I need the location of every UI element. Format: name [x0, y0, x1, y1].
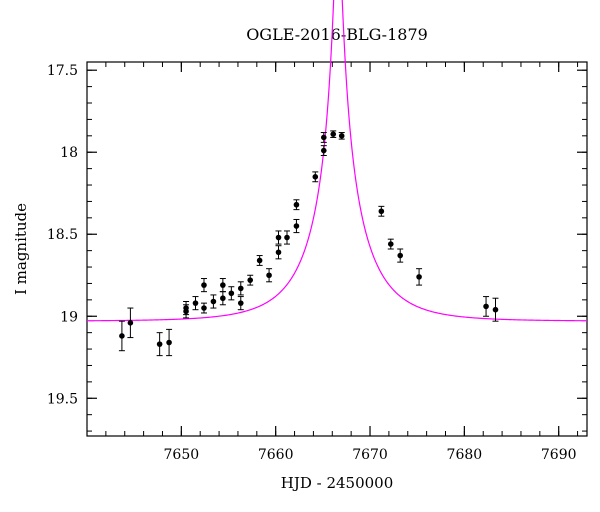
data-points [118, 130, 499, 357]
data-point [387, 241, 394, 247]
data-point [275, 234, 282, 241]
x-tick-label: 7650 [164, 447, 200, 463]
data-point [119, 333, 125, 339]
x-axis-label: HJD - 2450000 [281, 474, 394, 492]
data-point [237, 285, 244, 292]
data-point [220, 282, 226, 288]
y-axis-label: I magnitude [12, 203, 30, 295]
data-point [492, 306, 499, 313]
data-point [483, 303, 489, 310]
data-point [320, 134, 327, 141]
y-tick-label: 19.5 [47, 391, 78, 407]
x-tick-label: 7680 [447, 447, 483, 463]
data-point [166, 339, 172, 346]
y-tick-labels: 17.5 18 18.5 19 19.5 [47, 63, 78, 407]
minor-ticks [86, 62, 587, 436]
data-point [397, 252, 404, 259]
y-tick-label: 18.5 [47, 227, 78, 243]
data-point [237, 300, 244, 306]
y-tick-label: 18 [60, 145, 78, 161]
data-point [156, 341, 163, 347]
x-tick-label: 7690 [541, 447, 577, 463]
major-ticks [87, 62, 587, 436]
data-point [266, 272, 272, 279]
x-tick-labels: 7650 7660 7670 7680 7690 [164, 447, 577, 463]
data-point [127, 320, 134, 326]
data-point [275, 249, 282, 256]
plot-frame [86, 61, 588, 437]
data-point [378, 208, 385, 215]
data-point [210, 298, 217, 305]
x-tick-label: 7660 [258, 447, 294, 463]
y-tick-label: 17.5 [47, 63, 78, 79]
data-point [320, 147, 327, 154]
model-curve [87, 0, 587, 322]
data-point [293, 223, 300, 229]
data-point [312, 174, 319, 180]
data-point [293, 201, 300, 208]
data-point [284, 234, 290, 241]
data-point [228, 290, 235, 297]
data-point [201, 282, 207, 288]
data-point [416, 274, 422, 280]
data-point [183, 308, 189, 315]
data-point [192, 300, 199, 306]
data-point [247, 277, 254, 283]
data-point [338, 133, 345, 139]
data-point [256, 257, 263, 264]
x-tick-label: 7670 [352, 447, 388, 463]
y-tick-label: 19 [60, 309, 78, 325]
data-point [201, 305, 207, 311]
chart-title: OGLE-2016-BLG-1879 [246, 25, 428, 44]
data-point [330, 131, 337, 137]
data-point [220, 295, 226, 302]
